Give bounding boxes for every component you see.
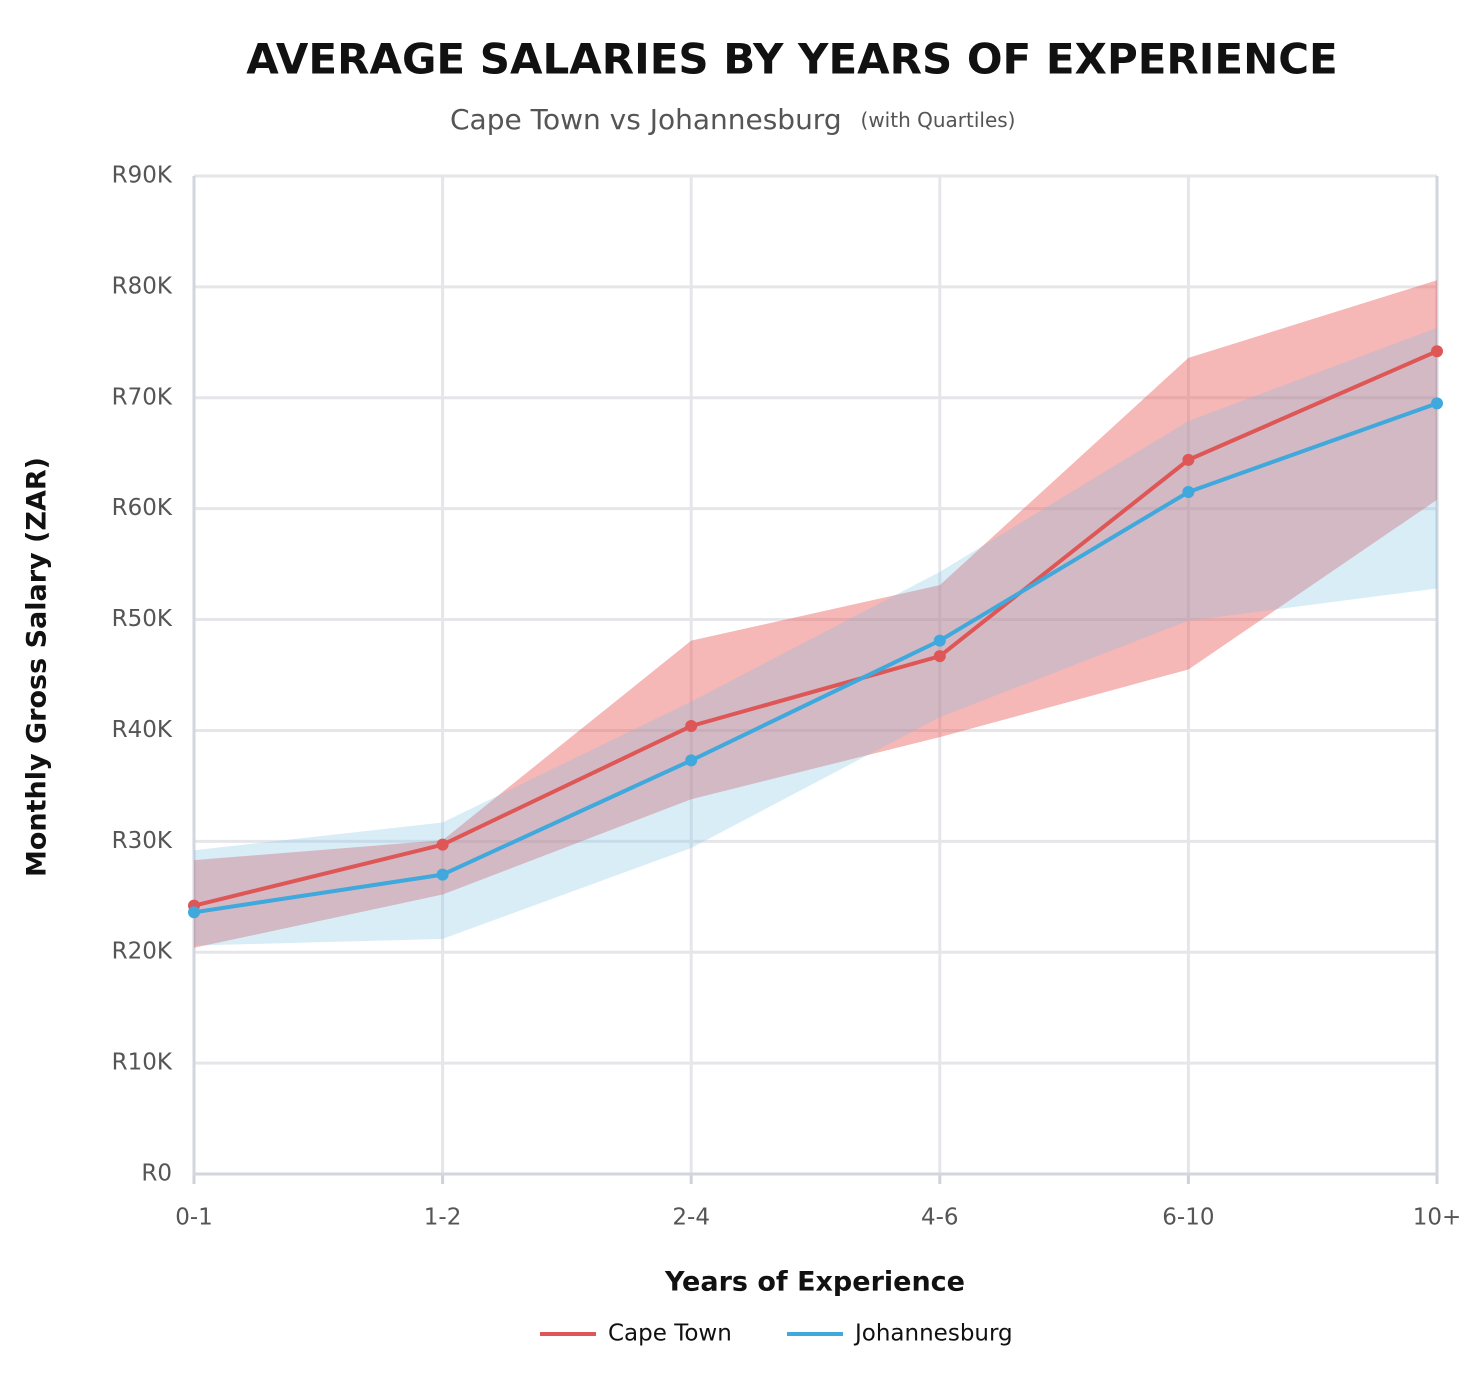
plot-frame [192,176,1439,1176]
data-point [188,906,200,919]
y-tick-label: R90K [112,163,173,189]
x-tick-label: 4-6 [921,1205,959,1231]
y-axis-title: Monthly Gross Salary (ZAR) [22,457,53,877]
data-point [1182,486,1195,499]
x-tick-label: 2-4 [672,1205,710,1231]
data-point [933,650,946,663]
x-tick-label: 1-2 [424,1205,462,1231]
subtitle: Cape Town vs Johannesburg [450,103,842,136]
data-point [436,868,449,881]
subtitle-note: (with Quartiles) [861,108,1016,132]
y-tick-label: R0 [141,1161,172,1187]
data-point [933,634,946,647]
series-line [193,401,1438,915]
y-tick-label: R30K [112,828,173,854]
data-point [1431,397,1443,410]
y-tick-label: R20K [112,939,173,965]
y-tick-label: R60K [112,495,173,521]
x-tick-label: 6-10 [1162,1205,1214,1231]
y-tick-label: R80K [112,273,173,299]
chart-title: AVERAGE SALARIES BY YEARS OF EXPERIENCE [246,35,1338,84]
data-point [685,754,698,767]
x-tick-label: 0-1 [175,1205,213,1231]
y-tick-label: R10K [112,1050,173,1076]
data-point [436,838,449,851]
y-tick-label: R40K [112,717,173,743]
data-point [1431,345,1443,358]
legend-label: Cape Town [608,1321,732,1347]
legend-label: Johannesburg [853,1321,1013,1347]
quartile-band [194,327,1437,946]
y-tick-label: R70K [112,384,173,410]
chart-subtitle: Cape Town vs Johannesburg (with Quartile… [450,103,1016,136]
x-axis-title: Years of Experience [664,1267,965,1298]
data-point [685,720,698,733]
series-line [193,349,1438,908]
data-point [1182,453,1195,466]
x-tick-label: 10+ [1413,1205,1462,1231]
quartile-band [194,280,1437,948]
y-tick-label: R50K [112,606,173,632]
